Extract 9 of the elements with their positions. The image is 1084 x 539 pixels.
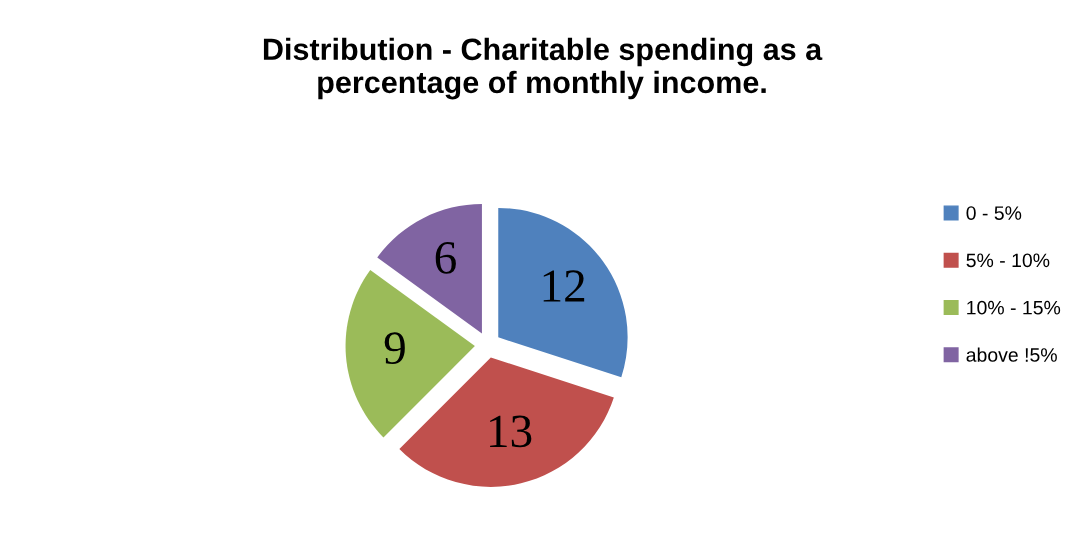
- data-label: 9: [384, 332, 405, 365]
- data-label: 13: [490, 415, 532, 448]
- legend-label: 10% - 15%: [967, 300, 1061, 315]
- legend-label: 5% - 10%: [966, 253, 1050, 268]
- legend-label: above !5%: [966, 347, 1057, 362]
- chart-title: Distribution - Charitable spending as a percentage of monthly income.: [263, 37, 823, 100]
- data-label: 12: [543, 270, 585, 302]
- data-label: 6: [435, 242, 456, 274]
- legend-label: 0 - 5%: [966, 206, 1022, 220]
